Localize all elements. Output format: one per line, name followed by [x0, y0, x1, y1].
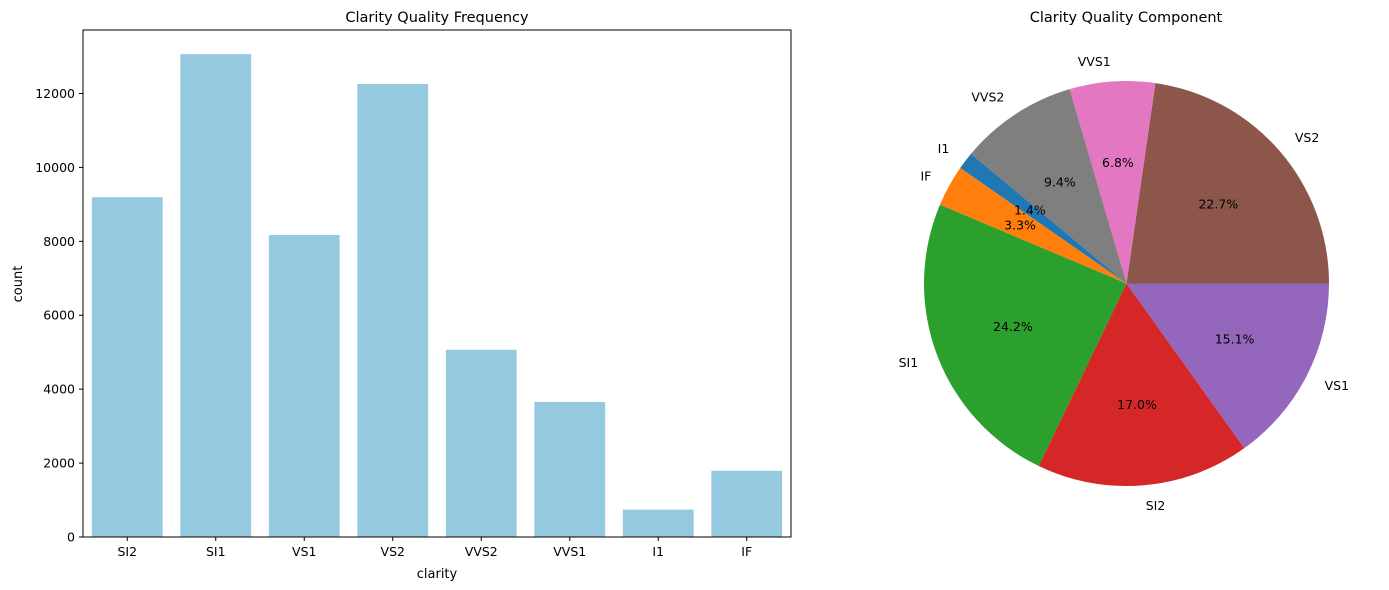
y-tick-label: 2000 [43, 456, 75, 471]
pie-label: VS1 [1325, 378, 1349, 393]
pie-slices [924, 81, 1329, 487]
pie-slice-vvs1 [1069, 81, 1156, 284]
x-tick-label: VVS2 [465, 544, 498, 559]
y-tick-label: 12000 [35, 86, 75, 101]
x-tick-label: SI1 [206, 544, 226, 559]
pie-pct-label: 1.4% [1014, 202, 1046, 217]
x-axis-ticks: SI2 SI1 VS1 VS2 VVS2 VVS1 I1 IF [117, 537, 752, 559]
pie-label: VVS2 [971, 90, 1004, 105]
pie-slice-vs1 [1126, 283, 1329, 449]
y-tick-label: 4000 [43, 382, 75, 397]
pie-label: VS2 [1295, 130, 1319, 145]
pie-pct-label: 22.7% [1198, 196, 1238, 211]
pie-slice-i1 [960, 153, 1127, 284]
pie-labels: VS2 22.7% VVS1 6.8% VVS2 9.4% I1 1.4% IF 3.3% SI1 2… [899, 54, 1349, 513]
y-tick-label: 10000 [35, 160, 75, 175]
bar-vvs1 [534, 401, 606, 537]
x-tick-label: SI2 [117, 544, 137, 559]
pie-slice-if [939, 168, 1127, 284]
pie-pct-label: 15.1% [1215, 332, 1255, 347]
bar-si2 [91, 197, 163, 537]
pie-chart-title: Clarity Quality Component [1030, 10, 1223, 26]
pie-slice-si1 [924, 204, 1127, 467]
pie-pct-label: 17.0% [1117, 397, 1157, 412]
bar-vvs2 [445, 349, 517, 537]
bar-chart-frame [82, 29, 792, 538]
pie-label: IF [920, 169, 931, 184]
bar-si1 [180, 54, 252, 537]
bar-chart: Clarity Quality Frequency 0 2000 4000 6000 8… [11, 10, 792, 582]
bar-chart-title: Clarity Quality Frequency [345, 10, 529, 26]
pie-slice-si2 [1038, 283, 1245, 487]
x-tick-label: VVS1 [553, 544, 586, 559]
pie-slice-vs2 [1126, 83, 1329, 284]
bar-if [711, 470, 783, 537]
y-axis-ticks: 0 2000 4000 6000 8000 10000 12000 [35, 86, 83, 545]
bar-series [91, 54, 783, 538]
pie-slice-vvs2 [970, 89, 1127, 284]
y-axis-label: count [11, 266, 26, 303]
pie-pct-label: 9.4% [1044, 174, 1076, 189]
y-tick-label: 8000 [43, 234, 75, 249]
pie-pct-label: 24.2% [993, 319, 1033, 334]
y-tick-label: 6000 [43, 308, 75, 323]
pie-label: SI1 [899, 355, 919, 370]
x-tick-label: VS1 [292, 544, 316, 559]
x-tick-label: I1 [652, 544, 664, 559]
bar-i1 [622, 509, 694, 537]
x-tick-label: IF [741, 544, 752, 559]
pie-label: VVS1 [1078, 54, 1111, 69]
x-tick-label: VS2 [381, 544, 405, 559]
pie-pct-label: 3.3% [1004, 217, 1036, 232]
y-tick-label: 0 [67, 530, 75, 545]
x-axis-label: clarity [417, 567, 458, 582]
pie-chart: Clarity Quality Component VS2 22.7% VVS1 6.… [899, 10, 1349, 513]
pie-label: I1 [938, 141, 950, 156]
bar-vs1 [268, 235, 340, 537]
pie-pct-label: 6.8% [1102, 155, 1134, 170]
pie-label: SI2 [1146, 498, 1166, 513]
bar-vs2 [357, 83, 429, 538]
